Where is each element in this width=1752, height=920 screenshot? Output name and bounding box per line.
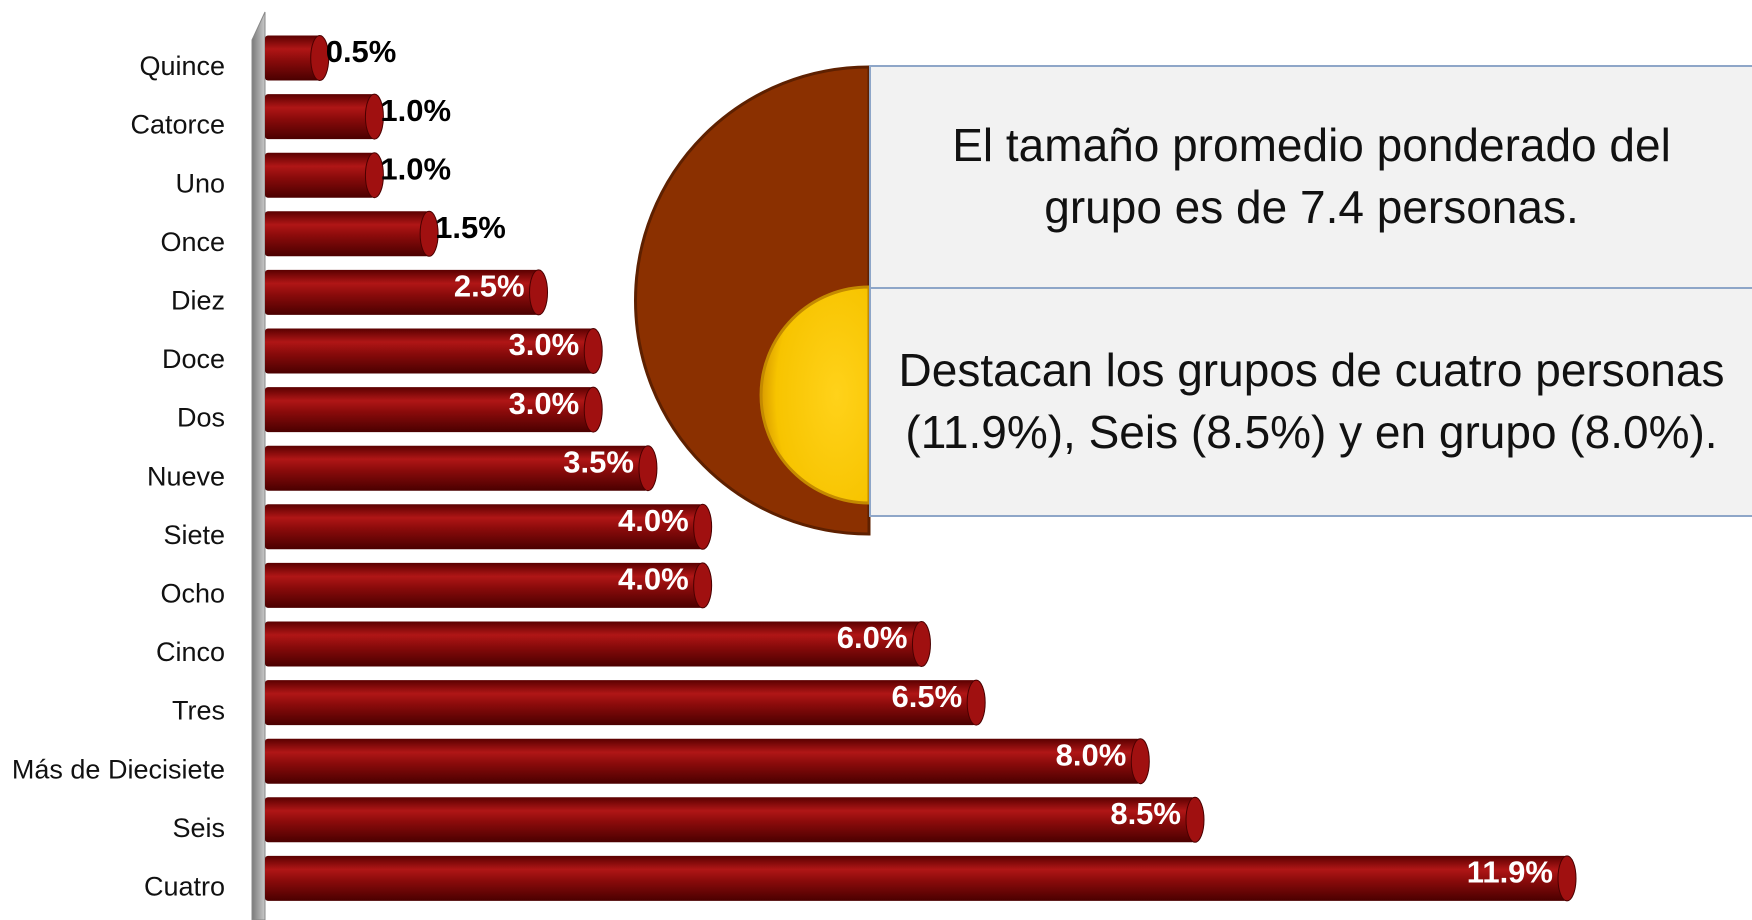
data-label: 4.0% — [618, 562, 689, 597]
bar — [265, 680, 985, 725]
y-tick-label: Más de Diecisiete — [12, 754, 225, 784]
data-label: 3.0% — [509, 386, 580, 421]
bar — [265, 211, 438, 256]
y-tick-label: Tres — [172, 696, 225, 726]
y-tick-label: Once — [160, 227, 225, 257]
y-tick-label: Ocho — [160, 579, 225, 609]
annotation: El tamaño promedio ponderado del grupo e… — [891, 115, 1732, 238]
y-tick-label: Catorce — [130, 110, 225, 140]
annotation: Destacan los grupos de cuatro personas (… — [891, 340, 1732, 463]
bar — [265, 856, 1576, 901]
axis-wall — [252, 12, 265, 920]
y-tick-label: Nueve — [147, 461, 225, 491]
bar — [265, 622, 930, 667]
data-label: 3.5% — [563, 444, 634, 479]
annotation-box: El tamaño promedio ponderado del grupo e… — [869, 65, 1752, 289]
data-label: 6.5% — [892, 679, 963, 714]
y-tick-label: Cuatro — [144, 872, 225, 902]
y-tick-label: Siete — [163, 520, 225, 550]
page: Quince 0.5% Catorce 1.0% Uno 1.0% Once 1.5% Diez… — [0, 0, 1752, 920]
data-label: 1.0% — [380, 93, 451, 128]
annotation-box: Destacan los grupos de cuatro personas (… — [869, 287, 1752, 517]
y-tick-label: Diez — [171, 286, 225, 316]
data-label: 8.0% — [1056, 737, 1127, 772]
y-tick-label: Cinco — [156, 637, 225, 667]
data-label: 3.0% — [509, 327, 580, 362]
y-tick-label: Doce — [162, 344, 225, 374]
y-tick-label: Uno — [175, 168, 225, 198]
bar — [265, 739, 1149, 784]
bar — [265, 94, 383, 139]
data-label: 4.0% — [618, 503, 689, 538]
bar — [265, 36, 329, 81]
data-label: 6.0% — [837, 620, 908, 655]
data-label: 2.5% — [454, 269, 525, 304]
data-label: 8.5% — [1110, 796, 1181, 831]
bar — [265, 797, 1204, 842]
bar — [265, 153, 383, 198]
y-tick-label: Quince — [139, 51, 225, 81]
y-tick-label: Dos — [177, 403, 225, 433]
data-label: 1.5% — [435, 210, 506, 245]
y-tick-label: Seis — [172, 813, 225, 843]
data-label: 0.5% — [326, 34, 397, 69]
data-label: 1.0% — [380, 151, 451, 186]
data-label: 11.9% — [1467, 855, 1553, 890]
